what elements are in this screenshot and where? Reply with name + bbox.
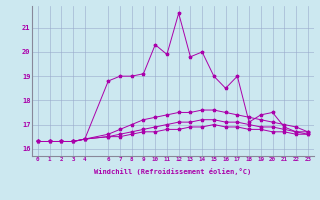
X-axis label: Windchill (Refroidissement éolien,°C): Windchill (Refroidissement éolien,°C) <box>94 168 252 175</box>
